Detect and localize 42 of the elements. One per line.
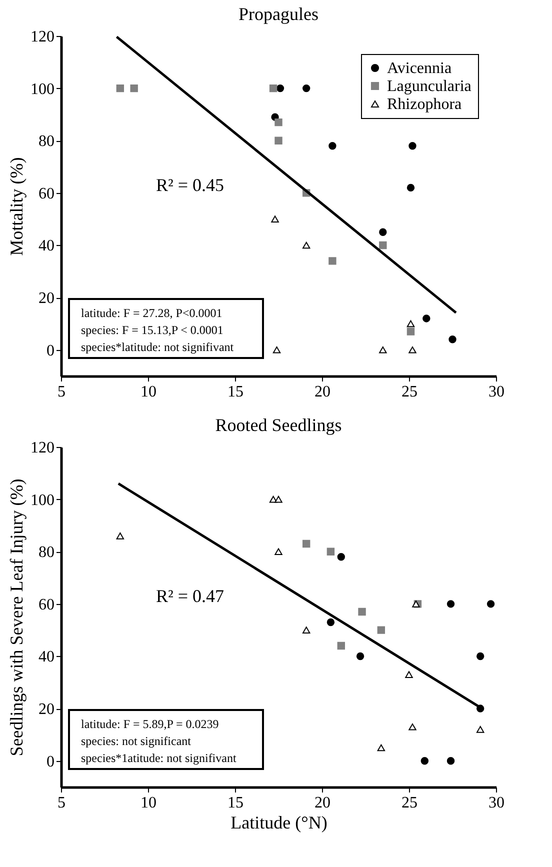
annotation: species*1atitude: not signifivant (81, 751, 237, 765)
annotation: species: not significant (81, 734, 192, 748)
annotation: latitude: F = 27.28, P<0.0001 (81, 306, 222, 320)
x-tick-label: 15 (228, 384, 244, 400)
y-tick-label: 60 (38, 596, 54, 614)
y-tick-label: 100 (30, 80, 54, 98)
x-tick-label: 5 (58, 384, 66, 400)
y-tick-label: 80 (38, 133, 54, 150)
y-tick-label: 0 (46, 342, 54, 360)
x-tick-label: 10 (140, 384, 156, 400)
y-axis-title: Mottality (%) (6, 157, 26, 256)
x-tick-label: 20 (314, 384, 330, 400)
y-tick-label: 120 (30, 28, 54, 46)
x-axis-title: Latitude (°N) (230, 812, 328, 832)
chart-title: Propagules (238, 4, 318, 24)
x-tick-label: 10 (140, 794, 156, 812)
y-axis-title: Seedlings with Severe Leaf Injury (%) (6, 478, 26, 756)
annotation: latitude: F = 5.89,P = 0.0239 (81, 717, 219, 731)
x-tick-label: 30 (488, 384, 504, 400)
y-tick-label: 60 (38, 185, 54, 202)
x-tick-label: 20 (314, 794, 330, 812)
x-tick-label: 5 (58, 794, 66, 812)
y-tick-label: 100 (30, 492, 54, 509)
y-tick-label: 40 (38, 648, 54, 666)
legend-label: Rhizophora (387, 96, 462, 113)
legend-label: Avicennia (387, 60, 452, 77)
x-tick-label: 15 (228, 794, 244, 812)
annotation: R² = 0.45 (156, 175, 224, 195)
x-tick-label: 30 (488, 794, 504, 812)
annotation: R² = 0.47 (156, 586, 224, 606)
y-tick-label: 20 (38, 290, 54, 308)
x-tick-label: 25 (402, 384, 418, 400)
y-tick-label: 20 (38, 701, 54, 718)
annotation: species: F = 15.13,P < 0.0001 (81, 323, 224, 337)
y-tick-label: 40 (38, 238, 54, 255)
y-tick-label: 120 (30, 440, 54, 456)
legend-label: Laguncularia (387, 78, 472, 95)
x-tick-label: 25 (402, 794, 418, 812)
y-tick-label: 80 (38, 544, 54, 562)
annotation: species*latitude: not signifivant (81, 340, 234, 354)
chart-title: Rooted Seedlings (215, 415, 342, 435)
y-tick-label: 0 (46, 753, 54, 770)
